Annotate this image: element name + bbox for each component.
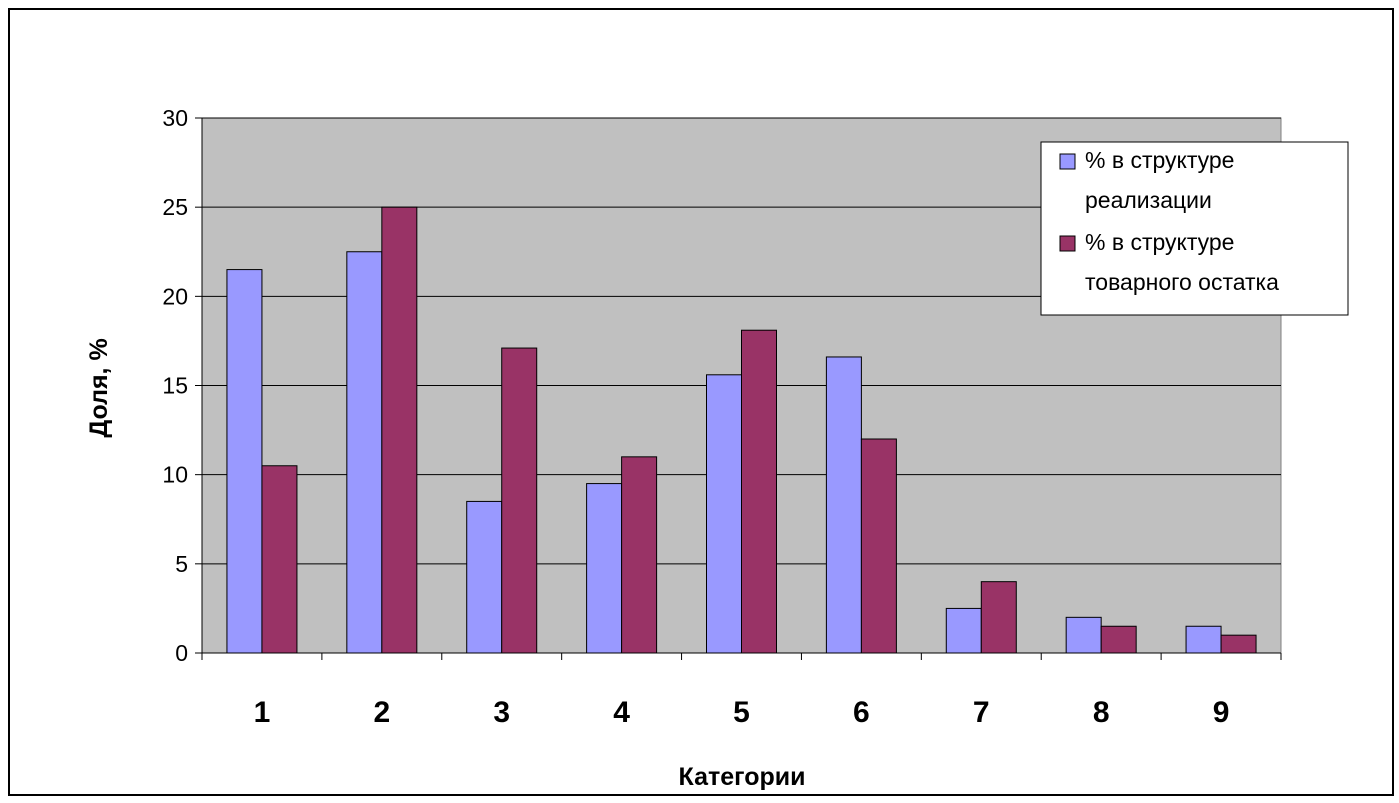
x-tick-label: 9	[1213, 696, 1230, 729]
chart-area: 0 5 10 15 20 25 30 1 2 3 4 5 6 7 8 9 Доля, % Категории…	[8, 8, 1394, 796]
bar-series-1-category-4	[586, 483, 623, 654]
bar-series-1-category-5	[706, 374, 742, 654]
legend-swatch-series-2	[1059, 235, 1076, 252]
x-tick-label: 8	[1093, 696, 1110, 729]
legend: % в структуре реализации % в структуре това…	[1040, 141, 1349, 316]
axes	[195, 117, 1282, 660]
x-tick-label: 3	[493, 696, 510, 729]
bar-series-2-category-7	[980, 581, 1017, 654]
x-tick-label: 5	[733, 696, 750, 729]
y-tick-label: 0	[175, 640, 188, 666]
bar-series-1-category-7	[945, 607, 982, 654]
y-axis-label: Доля, %	[85, 338, 113, 437]
bar-series-1-category-6	[825, 356, 862, 654]
legend-label-series-2: % в структуре	[1085, 229, 1234, 255]
y-tick-label: 30	[162, 105, 188, 131]
bar-series-1-category-9	[1185, 625, 1222, 654]
x-tick-label: 4	[613, 696, 630, 729]
y-tick-labels: 0 5 10 15 20 25 30	[162, 105, 188, 666]
x-tick-label: 2	[373, 696, 390, 729]
bar-chart: 0 5 10 15 20 25 30 1 2 3 4 5 6 7 8 9 Доля, % Категории…	[85, 105, 1349, 791]
legend-swatch-series-1	[1059, 153, 1076, 170]
bars	[226, 206, 1257, 654]
x-tick-label: 6	[853, 696, 870, 729]
bar-series-2-category-1	[261, 465, 298, 654]
x-tick-labels: 1 2 3 4 5 6 7 8 9	[254, 696, 1230, 729]
bar-series-2-category-8	[1100, 625, 1137, 654]
y-tick-label: 10	[162, 462, 188, 488]
legend-label-series-2: товарного остатка	[1085, 269, 1279, 295]
bar-series-2-category-6	[860, 438, 897, 654]
y-tick-label: 20	[162, 283, 188, 309]
x-axis-label: Категории	[679, 763, 806, 791]
bar-series-1-category-1	[226, 269, 263, 654]
bar-series-2-category-2	[381, 206, 418, 654]
legend-label-series-1: реализации	[1085, 187, 1212, 213]
bar-series-2-category-5	[741, 329, 777, 654]
bar-series-1-category-2	[346, 251, 383, 654]
y-tick-label: 15	[162, 373, 188, 399]
y-tick-label: 5	[175, 551, 188, 577]
legend-label-series-1: % в структуре	[1085, 147, 1234, 173]
bar-series-1-category-3	[466, 500, 503, 654]
legend-box	[1040, 141, 1349, 316]
bar-series-1-category-8	[1065, 616, 1102, 654]
x-tick-label: 1	[254, 696, 271, 729]
bar-series-2-category-4	[621, 456, 658, 654]
bar-series-2-category-3	[501, 347, 538, 654]
bar-series-2-category-9	[1220, 634, 1257, 654]
x-tick-label: 7	[973, 696, 990, 729]
y-tick-label: 25	[162, 194, 188, 220]
